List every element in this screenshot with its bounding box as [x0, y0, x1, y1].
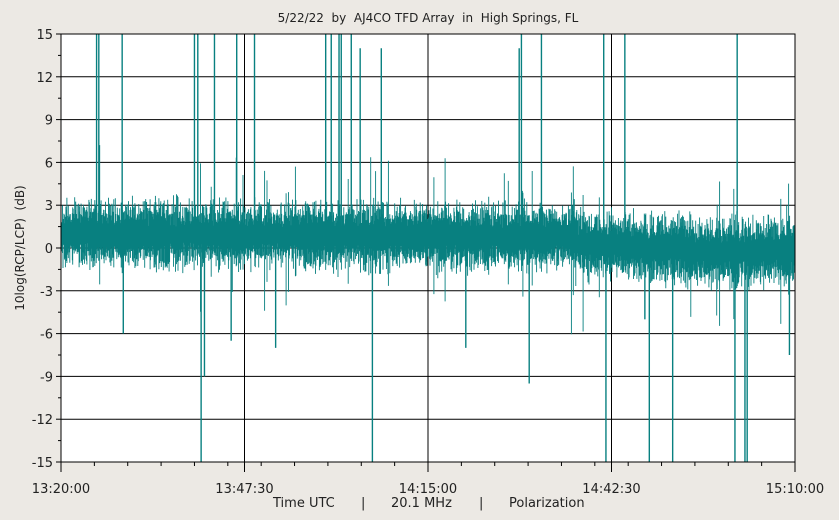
y-tick-label: -15 [32, 456, 53, 471]
y-tick-label: -3 [40, 285, 53, 300]
x-tick-label: 13:20:00 [32, 482, 90, 497]
footer-separator-1: | [361, 496, 365, 511]
footer-separator-2: | [479, 496, 483, 511]
y-tick-label: -12 [32, 413, 53, 428]
x-tick-label: 15:10:00 [766, 482, 824, 497]
y-axis-label: 10log(RCP/LCP) (dB) [13, 185, 27, 310]
y-tick-label: 15 [36, 28, 53, 43]
y-tick-label: -9 [40, 370, 53, 385]
y-tick-label: 12 [36, 71, 53, 86]
x-tick-label: 14:15:00 [399, 482, 457, 497]
y-tick-labels: 15 12 9 6 3 0 -3 -6 -9 -12 -15 [32, 28, 53, 471]
y-tick-label: 3 [45, 199, 53, 214]
y-tick-label: 0 [45, 242, 53, 257]
x-axis-label: Time UTC [272, 496, 335, 511]
footer-frequency: 20.1 MHz [391, 496, 452, 511]
plot-border [60, 33, 796, 463]
y-tick-label: -6 [40, 328, 53, 343]
footer-mode: Polarization [509, 496, 585, 511]
chart-title: 5/22/22 by AJ4CO TFD Array in High Sprin… [278, 11, 579, 25]
x-tick-label: 13:47:30 [215, 482, 273, 497]
x-tick-labels: 13:20:00 13:47:30 14:15:00 14:42:30 15:10:00 [32, 482, 824, 497]
data-trace [60, 34, 796, 462]
y-tick-label: 9 [45, 114, 53, 129]
y-tick-label: 6 [45, 156, 53, 171]
x-tick-label: 14:42:30 [582, 482, 640, 497]
